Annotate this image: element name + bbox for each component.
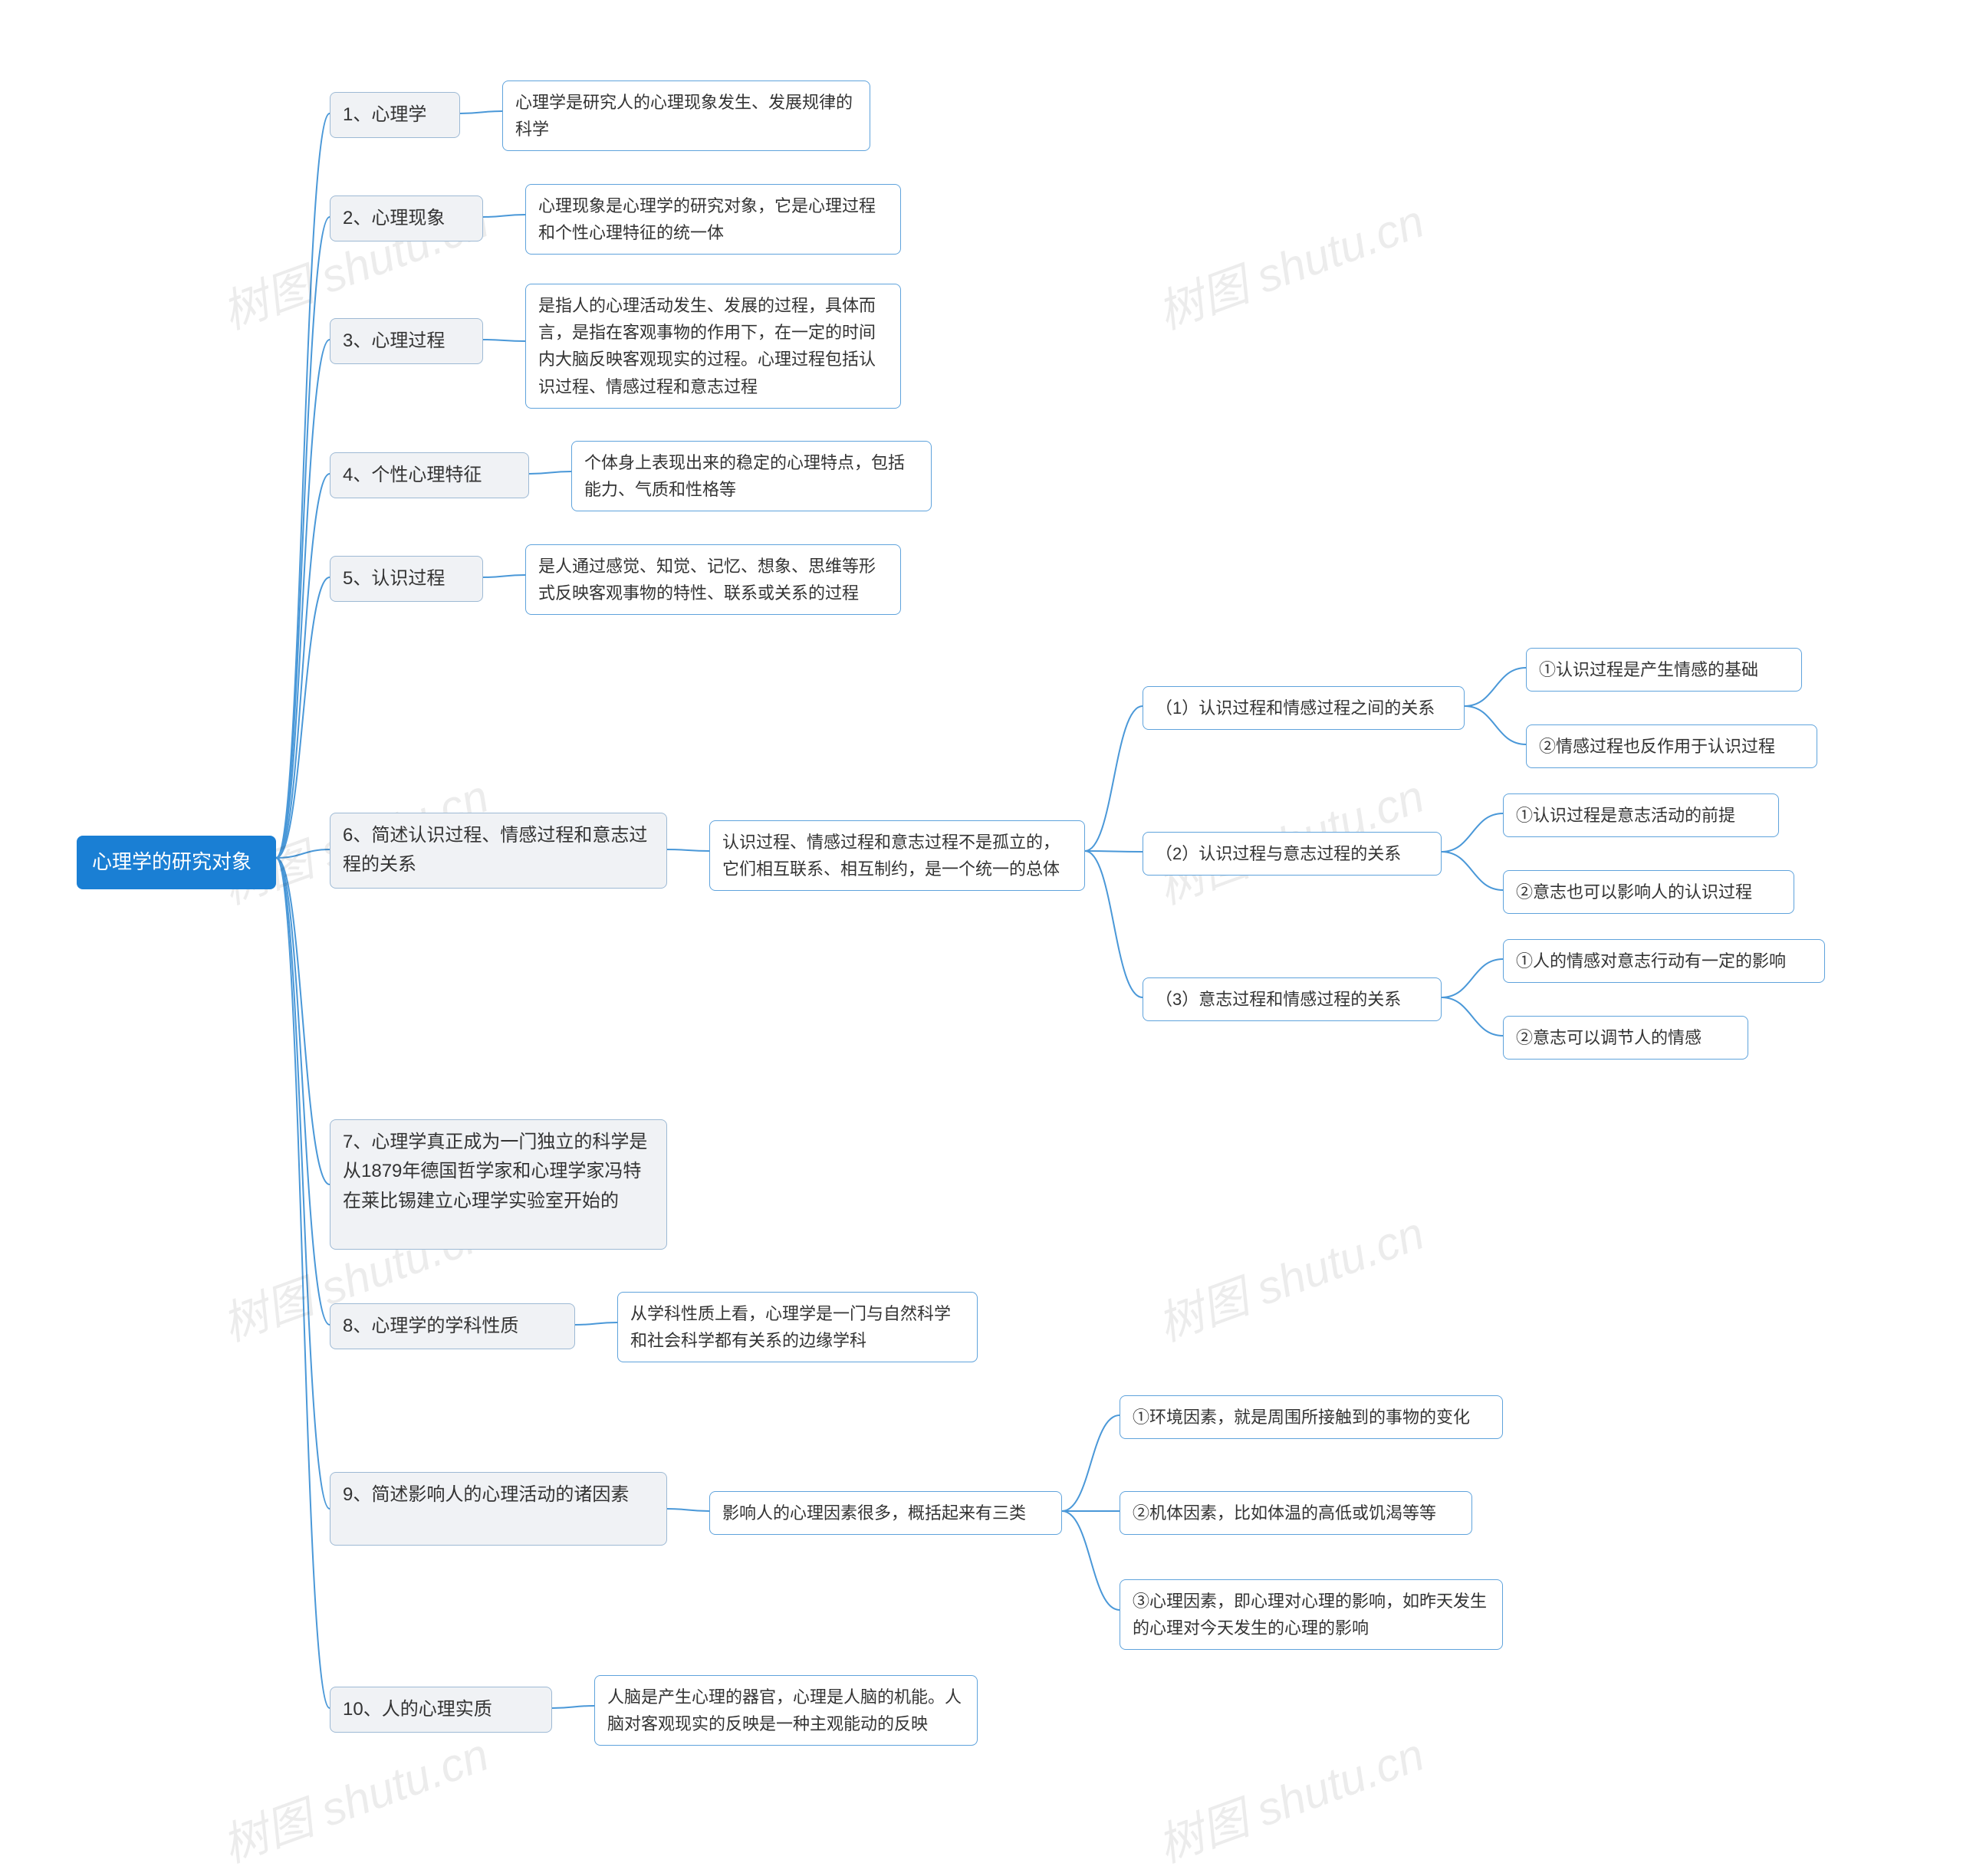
node-label: 1、心理学	[343, 104, 426, 125]
node-label: ①人的情感对意志行动有一定的影响	[1516, 951, 1786, 971]
node-l4-6c6[interactable]: ②意志可以调节人的情感	[1503, 1016, 1748, 1060]
node-label: 2、心理现象	[343, 208, 445, 228]
node-label: 8、心理学的学科性质	[343, 1316, 518, 1336]
node-l1-1[interactable]: 1、心理学	[330, 92, 460, 138]
node-label: 3、心理过程	[343, 330, 445, 351]
node-l3-9b2[interactable]: ②机体因素，比如体温的高低或饥渴等等	[1120, 1491, 1472, 1535]
node-l4-6c3[interactable]: ①认识过程是意志活动的前提	[1503, 793, 1779, 837]
node-label: 9、简述影响人的心理活动的诸因素	[343, 1484, 629, 1505]
node-label: 4、个性心理特征	[343, 465, 482, 485]
node-label: 5、认识过程	[343, 568, 445, 589]
root-label: 心理学的研究对象	[92, 850, 252, 873]
node-l2-2a[interactable]: 心理现象是心理学的研究对象，它是心理过程和个性心理特征的统一体	[525, 184, 901, 255]
node-label: ②意志也可以影响人的认识过程	[1516, 882, 1752, 902]
node-label: 个体身上表现出来的稳定的心理特点，包括能力、气质和性格等	[584, 453, 905, 499]
node-label: ②意志可以调节人的情感	[1516, 1028, 1702, 1047]
node-l2-3a[interactable]: 是指人的心理活动发生、发展的过程，具体而言，是指在客观事物的作用下，在一定的时间…	[525, 284, 901, 409]
node-l2-6a[interactable]: 认识过程、情感过程和意志过程不是孤立的，它们相互联系、相互制约，是一个统一的总体	[709, 820, 1085, 891]
node-label: （1）认识过程和情感过程之间的关系	[1156, 698, 1435, 718]
node-l3-9b1[interactable]: ①环境因素，就是周围所接触到的事物的变化	[1120, 1395, 1503, 1439]
node-label: （2）认识过程与意志过程的关系	[1156, 844, 1401, 863]
node-l2-9a[interactable]: 影响人的心理因素很多，概括起来有三类	[709, 1491, 1062, 1535]
node-label: 影响人的心理因素很多，概括起来有三类	[722, 1503, 1026, 1523]
node-label: ②机体因素，比如体温的高低或饥渴等等	[1133, 1503, 1436, 1523]
node-l1-8[interactable]: 8、心理学的学科性质	[330, 1303, 575, 1349]
node-label: 是指人的心理活动发生、发展的过程，具体而言，是指在客观事物的作用下，在一定的时间…	[538, 296, 876, 396]
node-l1-7[interactable]: 7、心理学真正成为一门独立的科学是从1879年德国哲学家和心理学家冯特在莱比锡建…	[330, 1119, 667, 1250]
node-l1-6[interactable]: 6、简述认识过程、情感过程和意志过程的关系	[330, 813, 667, 889]
node-label: 7、心理学真正成为一门独立的科学是从1879年德国哲学家和心理学家冯特在莱比锡建…	[343, 1132, 647, 1211]
node-label: 心理现象是心理学的研究对象，它是心理过程和个性心理特征的统一体	[538, 196, 876, 242]
node-label: （3）意志过程和情感过程的关系	[1156, 990, 1401, 1009]
root-node[interactable]: 心理学的研究对象	[77, 836, 276, 889]
node-l1-5[interactable]: 5、认识过程	[330, 556, 483, 602]
node-l2-4a[interactable]: 个体身上表现出来的稳定的心理特点，包括能力、气质和性格等	[571, 441, 932, 511]
node-l2-5a[interactable]: 是人通过感觉、知觉、记忆、想象、思维等形式反映客观事物的特性、联系或关系的过程	[525, 544, 901, 615]
node-l3-6b3[interactable]: （3）意志过程和情感过程的关系	[1143, 977, 1442, 1021]
node-label: ①环境因素，就是周围所接触到的事物的变化	[1133, 1408, 1470, 1427]
node-label: 认识过程、情感过程和意志过程不是孤立的，它们相互联系、相互制约，是一个统一的总体	[722, 833, 1060, 879]
node-l1-10[interactable]: 10、人的心理实质	[330, 1687, 552, 1733]
node-l2-1a[interactable]: 心理学是研究人的心理现象发生、发展规律的科学	[502, 80, 870, 151]
node-label: ①认识过程是产生情感的基础	[1539, 660, 1758, 679]
node-l3-6b2[interactable]: （2）认识过程与意志过程的关系	[1143, 832, 1442, 876]
node-l3-9b3[interactable]: ③心理因素，即心理对心理的影响，如昨天发生的心理对今天发生的心理的影响	[1120, 1579, 1503, 1650]
node-l1-4[interactable]: 4、个性心理特征	[330, 452, 529, 498]
node-label: 10、人的心理实质	[343, 1699, 492, 1720]
node-l4-6c1[interactable]: ①认识过程是产生情感的基础	[1526, 648, 1802, 692]
node-l2-10a[interactable]: 人脑是产生心理的器官，心理是人脑的机能。人脑对客观现实的反映是一种主观能动的反映	[594, 1675, 978, 1746]
node-l1-2[interactable]: 2、心理现象	[330, 195, 483, 241]
node-l1-3[interactable]: 3、心理过程	[330, 318, 483, 364]
node-label: ③心理因素，即心理对心理的影响，如昨天发生的心理对今天发生的心理的影响	[1133, 1592, 1487, 1638]
node-l3-6b1[interactable]: （1）认识过程和情感过程之间的关系	[1143, 686, 1465, 730]
node-l2-8a[interactable]: 从学科性质上看，心理学是一门与自然科学和社会科学都有关系的边缘学科	[617, 1292, 978, 1362]
node-l4-6c5[interactable]: ①人的情感对意志行动有一定的影响	[1503, 939, 1825, 983]
node-label: 是人通过感觉、知觉、记忆、想象、思维等形式反映客观事物的特性、联系或关系的过程	[538, 557, 876, 603]
node-l4-6c2[interactable]: ②情感过程也反作用于认识过程	[1526, 724, 1817, 768]
node-label: 从学科性质上看，心理学是一门与自然科学和社会科学都有关系的边缘学科	[630, 1304, 951, 1350]
node-label: 6、简述认识过程、情感过程和意志过程的关系	[343, 825, 647, 875]
node-l4-6c4[interactable]: ②意志也可以影响人的认识过程	[1503, 870, 1794, 914]
node-label: ①认识过程是意志活动的前提	[1516, 806, 1735, 825]
node-label: 人脑是产生心理的器官，心理是人脑的机能。人脑对客观现实的反映是一种主观能动的反映	[607, 1687, 962, 1733]
node-label: ②情感过程也反作用于认识过程	[1539, 737, 1775, 756]
node-label: 心理学是研究人的心理现象发生、发展规律的科学	[515, 93, 853, 139]
node-l1-9[interactable]: 9、简述影响人的心理活动的诸因素	[330, 1472, 667, 1546]
